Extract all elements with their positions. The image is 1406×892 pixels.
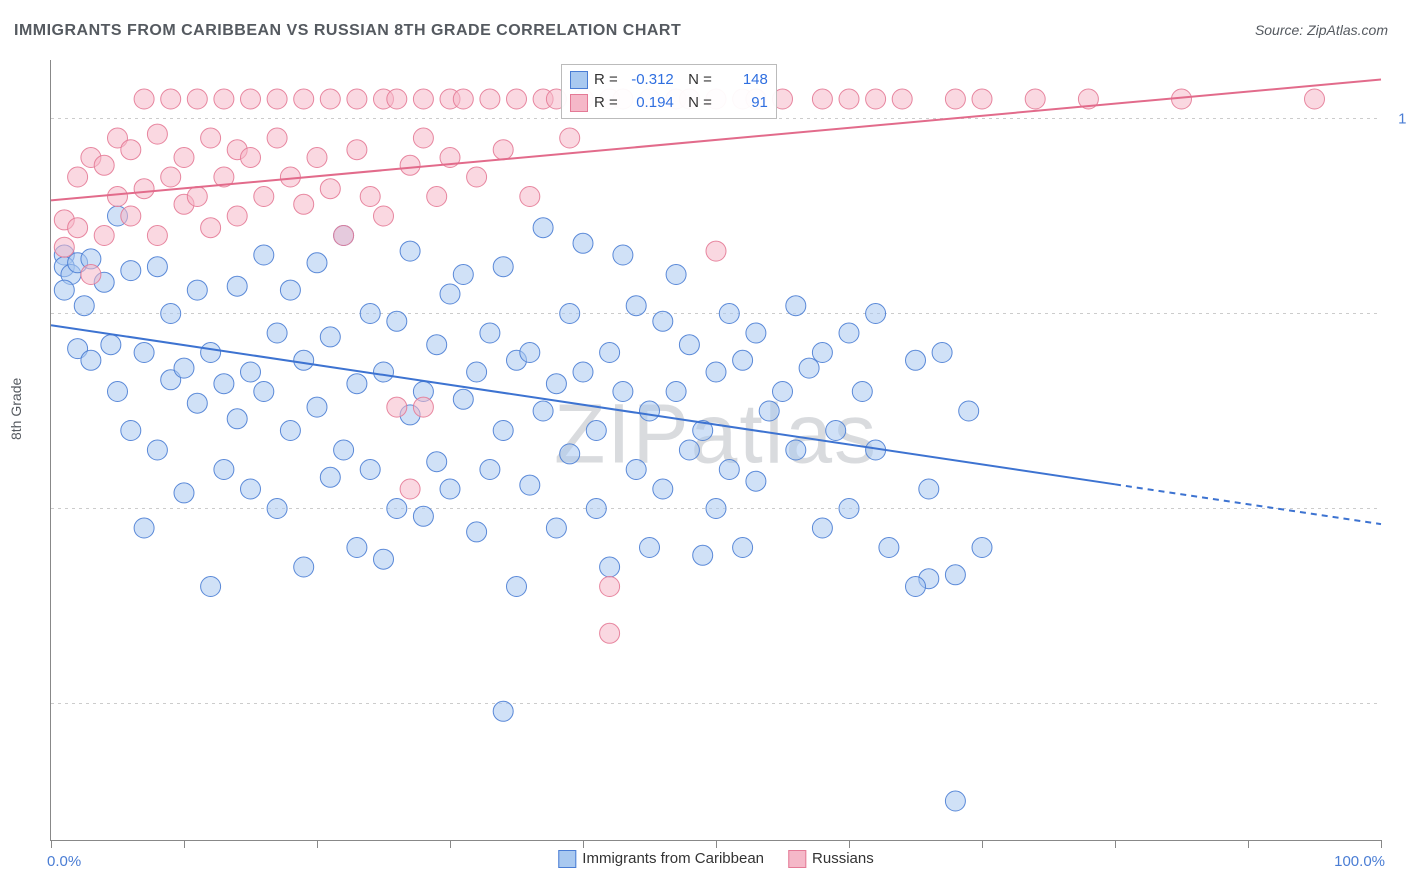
y-axis-label: 8th Grade bbox=[8, 378, 24, 440]
scatter-svg bbox=[51, 60, 1381, 840]
x-tick-mark bbox=[1381, 840, 1382, 848]
x-tick-mark bbox=[716, 840, 717, 848]
legend-item: Russians bbox=[788, 850, 874, 868]
y-tick-label: 100.0% bbox=[1398, 110, 1406, 127]
x-tick-mark bbox=[51, 840, 52, 848]
source-attribution: Source: ZipAtlas.com bbox=[1255, 22, 1388, 38]
legend-swatch-icon bbox=[558, 850, 576, 868]
stats-row: R =-0.312 N =148 bbox=[570, 69, 768, 92]
x-tick-mark bbox=[849, 840, 850, 848]
x-tick-mark bbox=[317, 840, 318, 848]
legend-swatch-icon bbox=[788, 850, 806, 868]
chart-title: IMMIGRANTS FROM CARIBBEAN VS RUSSIAN 8TH… bbox=[14, 22, 681, 40]
legend-swatch-icon bbox=[570, 94, 588, 112]
x-tick-label: 100.0% bbox=[1334, 853, 1385, 870]
x-tick-mark bbox=[982, 840, 983, 848]
bottom-legend: Immigrants from Caribbean Russians bbox=[558, 850, 873, 868]
x-tick-mark bbox=[1248, 840, 1249, 848]
legend-swatch-icon bbox=[570, 71, 588, 89]
stats-row: R =0.194 N =91 bbox=[570, 92, 768, 115]
correlation-stats-box: R =-0.312 N =148R =0.194 N =91 bbox=[561, 64, 777, 119]
plot-area: ZIPatlas R =-0.312 N =148R =0.194 N =91 … bbox=[50, 60, 1381, 841]
x-tick-label: 0.0% bbox=[47, 853, 81, 870]
legend-item: Immigrants from Caribbean bbox=[558, 850, 764, 868]
x-tick-mark bbox=[450, 840, 451, 848]
x-tick-mark bbox=[184, 840, 185, 848]
x-tick-mark bbox=[583, 840, 584, 848]
x-tick-mark bbox=[1115, 840, 1116, 848]
